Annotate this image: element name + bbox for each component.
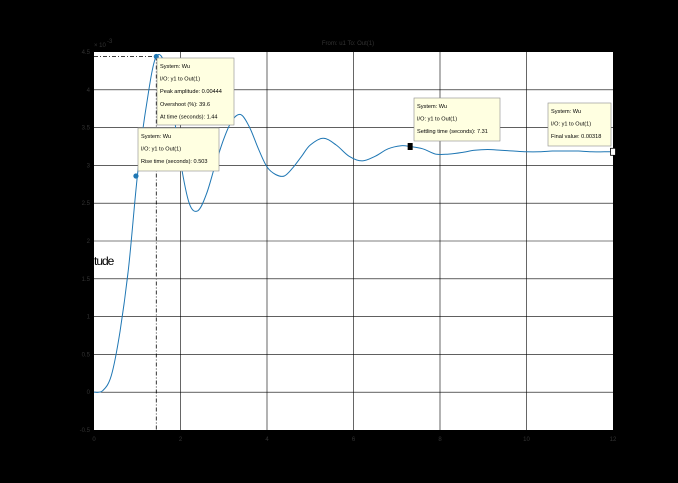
y-tick-label: 4.5 [82,50,91,56]
peak-datatip: System: Wu I/O: y1 to Out(1) Peak amplitud… [156,57,235,126]
x-tick-label: 4 [265,437,269,443]
y-tick-label: -0.5 [80,428,91,434]
x-tick-label: 8 [438,437,442,443]
settling-time-datatip: System: Wu I/O: y1 to Out(1) Settling time… [413,97,501,142]
x-tick-label: 2 [179,437,183,443]
x-tick-label: 10 [523,437,530,443]
x-tick-labels: 0 2 4 6 8 10 12 [92,437,617,443]
datatip-line: System: Wu [160,64,190,70]
grid-lines [94,52,613,430]
rise-time-datatip: System: Wu I/O: y1 to Out(1) Rise time (se… [137,127,220,172]
datatip-line: I/O: y1 to Out(1) [160,77,200,83]
y-tick-label: 3 [87,163,91,169]
datatip-line: System: Wu [417,104,447,110]
datatip-box [413,97,501,142]
datatip-line: Final value: 0.00318 [551,134,601,140]
x-tick-label: 6 [352,437,356,443]
y-tick-label: 3.5 [82,126,91,132]
datatip-line: Settling time (seconds): 7.31 [417,129,488,135]
datatip-line: Rise time (seconds): 0.503 [141,159,208,165]
datatip-line: System: Wu [141,134,171,140]
x-tick-label: 0 [92,437,96,443]
y-tick-label: 0 [87,390,91,396]
y-tick-labels: -0.5 0 0.5 1 1.5 2 2.5 3 3.5 4 4.5 [80,50,91,434]
datatip-box [547,102,612,147]
datatip-box [137,127,220,172]
datatip-line: I/O: y1 to Out(1) [551,122,591,128]
final-value-datatip: System: Wu I/O: y1 to Out(1) Final value: … [547,102,612,147]
rise-time-marker [133,173,139,179]
chart-title: From: u1 To: Out(1) [322,41,374,47]
datatip-box [156,57,235,126]
x-tick-label: 12 [610,437,617,443]
y-tick-label: 1.5 [82,277,91,283]
datatip-line: Peak amplitude: 0.00444 [160,89,222,95]
y-tick-label: 0.5 [82,352,91,358]
y-tick-label: 2.5 [82,201,91,207]
datatip-line: I/O: y1 to Out(1) [417,117,457,123]
datatip-line: Overshoot (%): 39.6 [160,102,210,108]
y-tick-label: 2 [87,239,91,245]
datatip-line: System: Wu [551,109,581,115]
y-tick-label: 4 [87,88,91,94]
y-tick-label: 1 [87,315,91,321]
y-exponent-power: -3 [107,39,113,45]
final-value-marker [610,147,616,156]
datatips: System: Wu I/O: y1 to Out(1) Peak amplitud… [137,57,612,172]
y-axis-label: tude [94,254,115,268]
y-exponent-base: × 10 [94,43,107,49]
peak-guide-lines [94,56,157,430]
datatip-line: At time (seconds): 1.44 [160,114,218,120]
datatip-line: I/O: y1 to Out(1) [141,147,181,153]
settling-time-marker [407,143,413,150]
